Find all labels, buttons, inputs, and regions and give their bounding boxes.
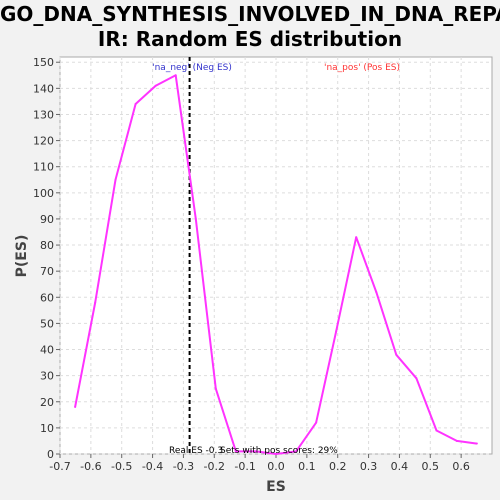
y-tick-label: 10 [40,422,54,435]
data-point [214,387,217,390]
data-point [415,377,418,380]
data-point [395,353,398,356]
data-point [295,450,298,453]
y-tick-label: 0 [47,448,54,461]
data-point [134,103,137,106]
y-tick-label: 150 [33,56,54,69]
data-point [355,236,358,239]
y-tick-label: 120 [33,135,54,148]
data-point [114,178,117,181]
x-tick-label: 0.0 [267,460,285,473]
data-point [194,217,197,220]
y-tick-label: 80 [40,239,54,252]
x-tick-label: 0.1 [298,460,316,473]
chart-title-line2: IR: Random ES distribution [97,27,403,51]
neg-es-label: 'na_neg' (Neg ES) [152,63,232,73]
series-group [74,74,478,455]
y-tick-label: 30 [40,370,54,383]
y-tick-label: 20 [40,396,54,409]
x-tick-label: 0.5 [422,460,440,473]
x-tick-label: -0.7 [49,460,70,473]
data-point [174,74,177,77]
pos-sets-annotation: Sets with pos scores: 29% [220,446,338,456]
data-point [234,450,237,453]
y-tick-label: 130 [33,108,54,121]
y-axis-label: P(ES) [14,235,30,278]
y-tick-label: 100 [33,187,54,200]
x-tick-label: -0.4 [142,460,163,473]
data-point [94,301,97,304]
x-tick-label: -0.1 [234,460,255,473]
pos-es-label: 'na_pos' (Pos ES) [324,63,400,73]
y-tick-label: 140 [33,82,54,95]
x-tick-label: 0.2 [329,460,347,473]
x-axis-ticks: -0.7 -0.6 -0.5 -0.4 -0.3 -0.2 -0.1 0.0 0.1 0.2 0.3… [49,454,470,473]
data-point [335,330,338,333]
data-point [475,442,478,445]
real-es-annotation: Real ES -0.3 [169,446,223,456]
x-tick-label: -0.6 [80,460,101,473]
x-axis-label: ES [266,479,286,495]
x-tick-label: -0.3 [173,460,194,473]
data-point [435,429,438,432]
data-point [154,84,157,87]
y-tick-label: 90 [40,213,54,226]
y-tick-label: 110 [33,161,54,174]
data-point [375,291,378,294]
x-tick-label: 0.6 [452,460,470,473]
y-tick-label: 40 [40,344,54,357]
y-tick-label: 60 [40,291,54,304]
data-point [74,405,77,408]
x-tick-label: -0.5 [111,460,132,473]
chart-title-line1: GO_DNA_SYNTHESIS_INVOLVED_IN_DNA_REPA [0,2,500,26]
data-point [254,450,257,453]
y-tick-label: 70 [40,265,54,278]
y-tick-label: 50 [40,317,54,330]
x-tick-label: 0.3 [360,460,378,473]
data-point [275,453,277,455]
data-point [455,439,458,442]
x-tick-label: -0.2 [204,460,225,473]
y-axis-ticks: 0 10 20 30 40 50 60 70 80 90 100 110 120 130 140 150 [33,56,60,461]
x-tick-label: 0.4 [391,460,409,473]
grid [59,57,492,455]
data-point [315,421,318,424]
